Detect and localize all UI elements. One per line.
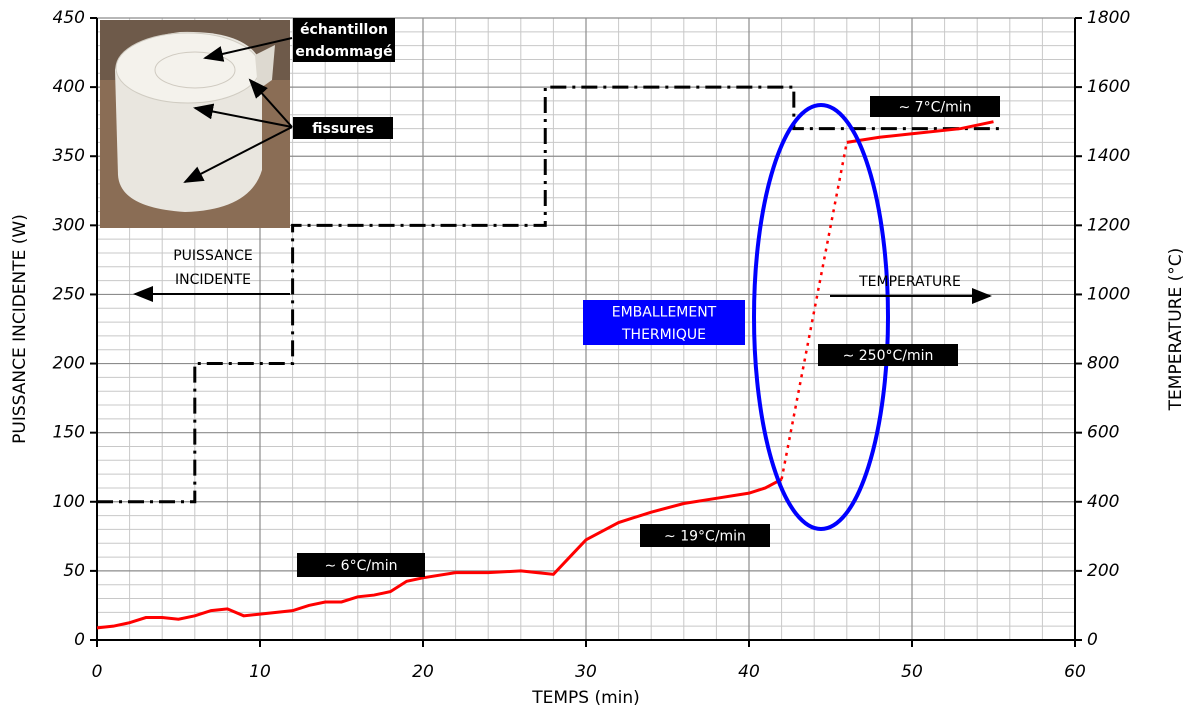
x-tick-label: 10 <box>249 662 271 682</box>
x-tick-label: 20 <box>412 662 434 682</box>
y-tick-label: 350 <box>53 146 85 166</box>
annotation-text: ∼ 19°C/min <box>664 529 746 545</box>
y-tick-label: 50 <box>63 561 85 581</box>
y-axis-title: PUISSANCE INCIDENTE (W) <box>10 214 30 444</box>
annotation-box <box>870 96 1000 117</box>
y2-tick-label: 1800 <box>1087 8 1130 28</box>
y2-tick-label: 600 <box>1087 423 1119 443</box>
y2-axis-title: TEMPERATURE (°C) <box>1166 248 1186 412</box>
x-axis-title: TEMPS (min) <box>531 688 640 708</box>
marks <box>96 85 1002 630</box>
annotation-text: EMBALLEMENT <box>612 304 717 320</box>
annotation-box <box>293 18 395 62</box>
y-tick-label: 200 <box>53 354 85 374</box>
y-tick-label: 0 <box>74 630 85 650</box>
annotation-text: endommagé <box>295 44 392 60</box>
y-tick-label: 100 <box>53 492 85 512</box>
annotation-text: ∼ 7°C/min <box>899 100 972 116</box>
annotation-box <box>640 524 770 547</box>
series-label: PUISSANCE INCIDENTE <box>173 248 253 288</box>
sample-photo <box>100 20 293 228</box>
y2-tick-label: 1000 <box>1087 284 1130 304</box>
y-tick-label: 150 <box>53 423 85 443</box>
y-tick-label: 300 <box>53 215 85 235</box>
y2-tick-label: 200 <box>1087 561 1119 581</box>
y2-tick-label: 1200 <box>1087 215 1130 235</box>
series-line <box>846 120 994 144</box>
annotation-box <box>818 344 958 366</box>
dotted-connector <box>780 142 849 480</box>
y-tick-label: 450 <box>53 8 85 28</box>
x-tick-label: 0 <box>92 662 103 682</box>
annotation-text: échantillon <box>300 22 388 38</box>
y-tick-label: 400 <box>53 77 85 97</box>
annotation-text: ∼ 6°C/min <box>325 558 398 574</box>
annotations: échantillon endommagé fissures EMBALLEMENT T… <box>293 18 1000 577</box>
y2-tick-label: 400 <box>1087 492 1119 512</box>
y2-tick-label: 0 <box>1087 630 1098 650</box>
highlight-ellipse <box>752 103 890 531</box>
annotation-box <box>297 553 425 577</box>
x-tick-label: 40 <box>738 662 760 682</box>
y2-tick-label: 1400 <box>1087 146 1130 166</box>
annotation-text: THERMIQUE <box>621 327 706 343</box>
series-line <box>97 85 1002 504</box>
annotation-text: fissures <box>312 121 374 137</box>
annotation-box <box>583 300 745 345</box>
x-tick-label: 30 <box>575 662 597 682</box>
y2-tick-label: 1600 <box>1087 77 1130 97</box>
y-tick-label: 250 <box>53 284 85 304</box>
annotation-box <box>293 117 393 139</box>
y2-tick-label: 800 <box>1087 354 1119 374</box>
annotation-text: ∼ 250°C/min <box>843 348 934 364</box>
x-tick-label: 60 <box>1064 662 1086 682</box>
series-line <box>96 477 783 630</box>
x-tick-label: 50 <box>901 662 923 682</box>
series-label: TEMPERATURE <box>858 274 961 290</box>
